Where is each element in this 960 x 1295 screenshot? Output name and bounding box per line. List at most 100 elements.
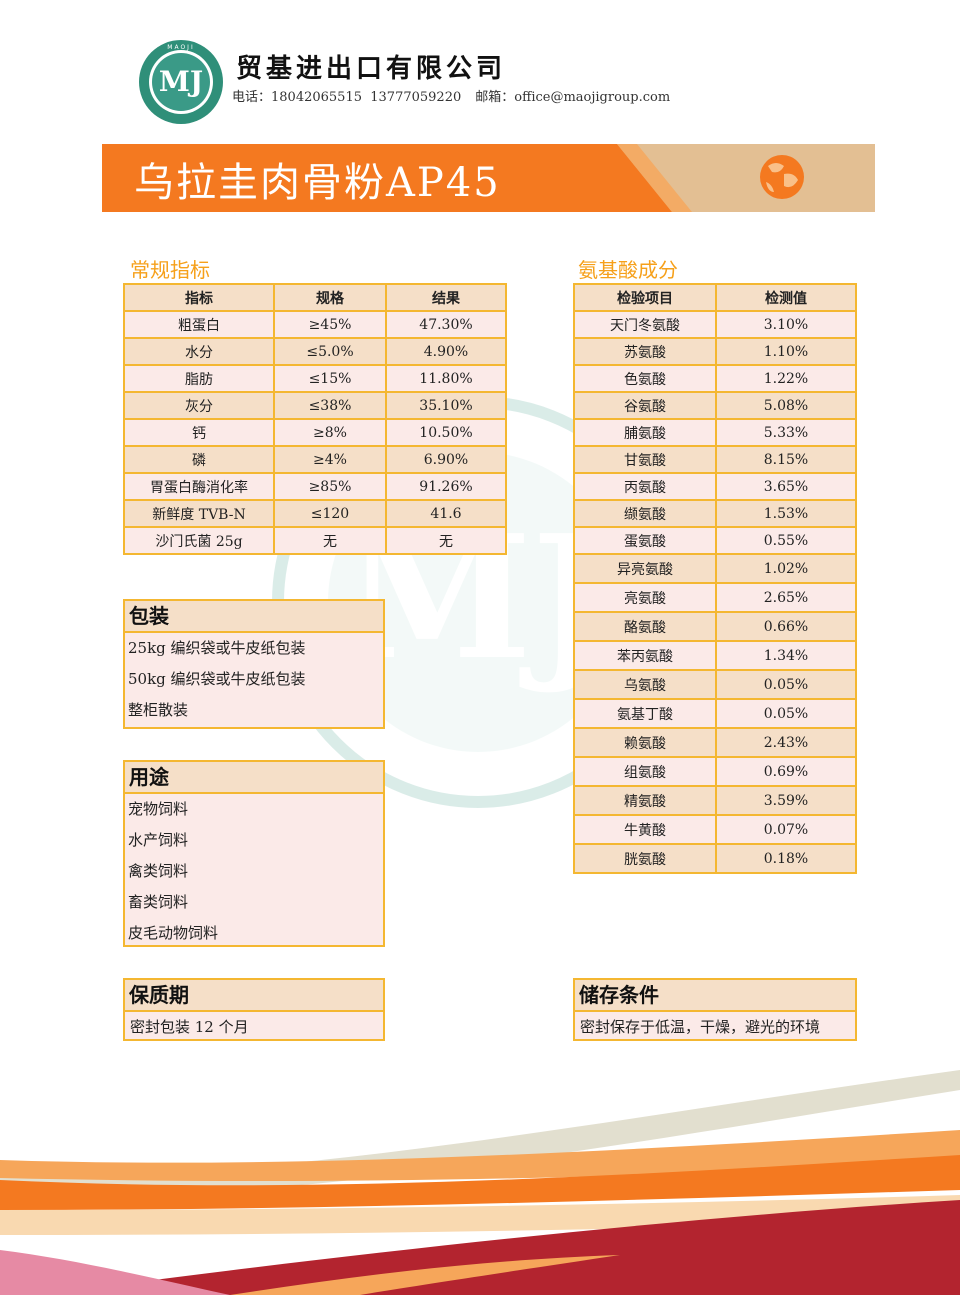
table-cell: ≥45% bbox=[273, 310, 387, 339]
table-row: 胱氨酸 0.18% bbox=[573, 843, 857, 874]
table-cell: 精氨酸 bbox=[573, 785, 717, 816]
table-row: 新鲜度 TVB-N ≤120 41.6 bbox=[123, 499, 507, 528]
table-row: 组氨酸 0.69% bbox=[573, 756, 857, 787]
table-row: 沙门氏菌 25g 无无 bbox=[123, 526, 507, 555]
table-cell: ≤120 bbox=[273, 499, 387, 528]
table-row: 色氨酸 1.22% bbox=[573, 364, 857, 393]
table-cell: 蛋氨酸 bbox=[573, 526, 717, 555]
table-cell: 0.05% bbox=[715, 698, 857, 729]
packaging-line: 25kg 编织袋或牛皮纸包装 bbox=[128, 639, 306, 657]
table-cell: 91.26% bbox=[385, 472, 507, 501]
table-cell: 甘氨酸 bbox=[573, 445, 717, 474]
usage-title: 用途 bbox=[125, 762, 383, 794]
table-cell: 乌氨酸 bbox=[573, 669, 717, 700]
table-row: 缬氨酸 1.53% bbox=[573, 499, 857, 528]
table-cell: ≤15% bbox=[273, 364, 387, 393]
table-cell: 2.43% bbox=[715, 727, 857, 758]
table-cell: 10.50% bbox=[385, 418, 507, 447]
table-cell: 0.05% bbox=[715, 669, 857, 700]
table-cell: 3.10% bbox=[715, 310, 857, 339]
amino-header-cell: 检验项目 bbox=[573, 283, 717, 312]
usage-line: 禽类饲料 bbox=[128, 862, 189, 880]
usage-line: 水产饲料 bbox=[128, 831, 189, 849]
specs-table: 指标 规格 结果 粗蛋白 ≥45% 47.30% 水分 ≤5.0% 4.90% 脂肪 ≤1… bbox=[123, 283, 507, 555]
table-row: 胃蛋白酶消化率 ≥85% 91.26% bbox=[123, 472, 507, 501]
email-label: 邮箱： bbox=[475, 90, 515, 105]
table-cell: 1.22% bbox=[715, 364, 857, 393]
shelf-life-line: 密封包装 12 个月 bbox=[130, 1018, 249, 1036]
table-row: 脂肪 ≤15% 11.80% bbox=[123, 364, 507, 393]
globe-icon bbox=[760, 155, 804, 199]
table-row: 苯丙氨酸 1.34% bbox=[573, 640, 857, 671]
table-cell: 丙氨酸 bbox=[573, 472, 717, 501]
table-cell: 0.07% bbox=[715, 814, 857, 845]
table-cell: 0.66% bbox=[715, 611, 857, 642]
phone-numbers: 18042065515 13777059220 bbox=[271, 90, 462, 105]
table-cell: 异亮氨酸 bbox=[573, 553, 717, 584]
table-cell: 47.30% bbox=[385, 310, 507, 339]
table-cell: 6.90% bbox=[385, 445, 507, 474]
table-cell: 0.55% bbox=[715, 526, 857, 555]
table-cell: 胱氨酸 bbox=[573, 843, 717, 874]
table-cell: ≥85% bbox=[273, 472, 387, 501]
table-cell: 1.10% bbox=[715, 337, 857, 366]
specs-header-cell: 指标 bbox=[123, 283, 275, 312]
table-cell: 无 bbox=[385, 526, 507, 555]
table-cell: ≤38% bbox=[273, 391, 387, 420]
table-cell: 8.15% bbox=[715, 445, 857, 474]
table-cell: 亮氨酸 bbox=[573, 582, 717, 613]
specs-header-row: 指标 规格 结果 bbox=[123, 283, 507, 312]
table-row: 甘氨酸 8.15% bbox=[573, 445, 857, 474]
table-cell: 35.10% bbox=[385, 391, 507, 420]
specs-header-cell: 结果 bbox=[385, 283, 507, 312]
table-cell: 氨基丁酸 bbox=[573, 698, 717, 729]
table-cell: 脯氨酸 bbox=[573, 418, 717, 447]
table-row: 异亮氨酸 1.02% bbox=[573, 553, 857, 584]
table-row: 苏氨酸 1.10% bbox=[573, 337, 857, 366]
amino-table: 检验项目 检测值 天门冬氨酸 3.10% 苏氨酸 1.10% 色氨酸 1.22% 谷氨… bbox=[573, 283, 857, 874]
table-cell: 1.34% bbox=[715, 640, 857, 671]
amino-header-cell: 检测值 bbox=[715, 283, 857, 312]
svg-text:MJ: MJ bbox=[159, 65, 203, 98]
table-row: 赖氨酸 2.43% bbox=[573, 727, 857, 758]
table-row: 乌氨酸 0.05% bbox=[573, 669, 857, 700]
amino-header-row: 检验项目 检测值 bbox=[573, 283, 857, 312]
table-cell: ≤5.0% bbox=[273, 337, 387, 366]
packaging-line: 整柜散装 bbox=[128, 701, 189, 719]
table-row: 灰分 ≤38% 35.10% bbox=[123, 391, 507, 420]
specs-section-title: 常规指标 bbox=[130, 258, 210, 282]
shelf-life-title: 保质期 bbox=[125, 980, 383, 1012]
table-cell: 牛黄酸 bbox=[573, 814, 717, 845]
table-cell: 新鲜度 TVB-N bbox=[123, 499, 275, 528]
contact-line: 电话：18042065515 13777059220 邮箱：office@maoj… bbox=[232, 86, 678, 105]
table-cell: 41.6 bbox=[385, 499, 507, 528]
storage-line: 密封保存于低温，干燥，避光的环境 bbox=[580, 1018, 821, 1036]
packaging-line: 50kg 编织袋或牛皮纸包装 bbox=[128, 670, 306, 688]
shelf-life-box: 保质期 密封包装 12 个月 bbox=[123, 978, 385, 1041]
table-cell: 1.02% bbox=[715, 553, 857, 584]
table-cell: 苯丙氨酸 bbox=[573, 640, 717, 671]
table-row: 氨基丁酸 0.05% bbox=[573, 698, 857, 729]
table-row: 水分 ≤5.0% 4.90% bbox=[123, 337, 507, 366]
company-logo: MJ MAOJI bbox=[139, 40, 223, 124]
table-cell: ≥8% bbox=[273, 418, 387, 447]
table-cell: 胃蛋白酶消化率 bbox=[123, 472, 275, 501]
table-cell: 5.08% bbox=[715, 391, 857, 420]
table-cell: 组氨酸 bbox=[573, 756, 717, 787]
product-title: 乌拉圭肉骨粉AP45 bbox=[134, 160, 501, 206]
usage-line: 皮毛动物饲料 bbox=[128, 924, 219, 942]
table-row: 粗蛋白 ≥45% 47.30% bbox=[123, 310, 507, 339]
table-cell: 11.80% bbox=[385, 364, 507, 393]
table-cell: 粗蛋白 bbox=[123, 310, 275, 339]
table-cell: 3.59% bbox=[715, 785, 857, 816]
table-cell: 谷氨酸 bbox=[573, 391, 717, 420]
table-cell: 0.69% bbox=[715, 756, 857, 787]
table-row: 精氨酸 3.59% bbox=[573, 785, 857, 816]
usage-line: 畜类饲料 bbox=[128, 893, 189, 911]
table-row: 牛黄酸 0.07% bbox=[573, 814, 857, 845]
table-row: 脯氨酸 5.33% bbox=[573, 418, 857, 447]
table-row: 亮氨酸 2.65% bbox=[573, 582, 857, 613]
table-cell: 钙 bbox=[123, 418, 275, 447]
packaging-title: 包装 bbox=[125, 601, 383, 633]
title-banner bbox=[102, 144, 875, 212]
